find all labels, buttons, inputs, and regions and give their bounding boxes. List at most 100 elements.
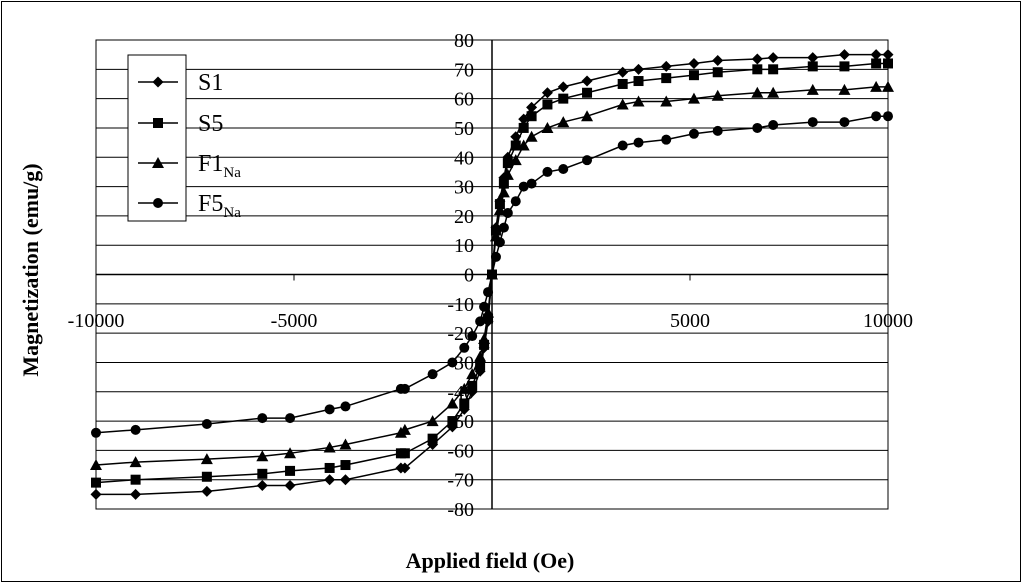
- data-point-F5Na: [324, 404, 335, 415]
- y-tick-label: -80: [447, 499, 474, 521]
- data-point-F5Na: [752, 122, 763, 133]
- y-tick-label: -60: [447, 440, 474, 462]
- data-point-F5Na: [510, 196, 521, 207]
- data-point-F1Na: [466, 368, 479, 380]
- data-point-F1Na: [256, 450, 269, 462]
- data-point-F1Na: [581, 110, 594, 122]
- data-point-F1Na: [525, 130, 538, 142]
- data-point-S5: [324, 462, 335, 473]
- data-point-F1Na: [200, 453, 213, 465]
- data-point-S1: [130, 488, 142, 500]
- data-point-S1: [201, 485, 213, 497]
- legend-marker: [153, 198, 163, 208]
- data-point-S5: [807, 61, 818, 72]
- data-point-S1: [751, 53, 763, 65]
- data-point-F5Na: [661, 134, 672, 145]
- data-point-S1: [633, 63, 645, 75]
- data-point-F1Na: [446, 397, 459, 409]
- data-point-F1Na: [339, 438, 352, 450]
- data-point-F1Na: [323, 441, 336, 453]
- data-point-S1: [870, 49, 882, 61]
- data-point-S1: [399, 462, 411, 474]
- y-tick-label: 60: [454, 89, 474, 111]
- data-point-F5Na: [542, 166, 553, 177]
- data-point-S5: [768, 64, 779, 75]
- data-point-S5: [257, 468, 268, 479]
- data-point-F5Na: [490, 251, 501, 262]
- data-point-F5Na: [399, 383, 410, 394]
- x-tick-label: -5000: [271, 310, 318, 332]
- series-F1Na: [90, 80, 894, 471]
- data-point-S5: [427, 433, 438, 444]
- data-point-F5Na: [494, 237, 505, 248]
- series-F5Na: [91, 111, 893, 438]
- data-point-F5Na: [467, 331, 478, 342]
- y-tick-label: -10: [447, 294, 474, 316]
- data-point-F5Na: [487, 269, 497, 280]
- data-point-S5: [130, 474, 141, 485]
- x-axis-title: Applied field (Oe): [406, 548, 575, 573]
- data-point-S5: [340, 460, 351, 471]
- data-point-F1Na: [509, 154, 522, 166]
- data-point-S1: [688, 57, 700, 69]
- data-series: [90, 49, 894, 500]
- data-point-F1Na: [497, 186, 510, 198]
- data-point-F1Na: [482, 306, 495, 318]
- data-point-F5Na: [479, 301, 490, 312]
- data-point-F1Na: [398, 423, 411, 435]
- data-point-F5Na: [839, 117, 850, 128]
- data-point-F1Na: [129, 456, 142, 468]
- data-point-F1Na: [541, 121, 554, 133]
- data-point-F1Na: [838, 83, 851, 95]
- y-tick-label: 10: [454, 235, 474, 257]
- legend-marker: [152, 157, 164, 168]
- y-tick-label: 50: [454, 118, 474, 140]
- data-point-S1: [90, 488, 102, 500]
- data-point-F5Na: [427, 369, 438, 380]
- data-point-F5Na: [871, 111, 882, 122]
- data-point-F5Na: [257, 413, 268, 424]
- legend-label: S5: [198, 111, 223, 137]
- x-tick-label: 10000: [863, 310, 913, 332]
- data-point-S5: [712, 67, 723, 78]
- y-tick-label: 40: [454, 147, 474, 169]
- data-point-F5Na: [558, 163, 569, 174]
- data-point-F1Na: [660, 95, 673, 107]
- data-point-F1Na: [711, 89, 724, 101]
- legend-label: S1: [198, 70, 223, 96]
- data-point-F1Na: [458, 382, 471, 394]
- data-point-S1: [526, 101, 538, 113]
- data-point-F5Na: [285, 413, 296, 424]
- data-point-S5: [510, 140, 521, 151]
- data-point-F5Na: [475, 316, 486, 327]
- data-point-F5Na: [712, 125, 723, 136]
- data-point-F5Na: [447, 357, 458, 368]
- data-point-S5: [483, 313, 494, 324]
- y-tick-label: -20: [447, 323, 474, 345]
- data-point-S5: [661, 73, 672, 84]
- data-point-F1Na: [687, 92, 700, 104]
- data-point-F5Na: [526, 178, 537, 189]
- data-point-S1: [324, 474, 336, 486]
- y-axis-title: Magnetization (emu/g): [18, 163, 43, 376]
- data-point-S5: [526, 111, 537, 122]
- data-point-S5: [558, 93, 569, 104]
- data-point-S5: [475, 360, 486, 371]
- legend-label-main: F5: [198, 191, 223, 217]
- x-tick-label: -10000: [68, 310, 125, 332]
- data-point-F1Na: [751, 86, 764, 98]
- data-point-F5Na: [582, 155, 593, 166]
- y-tick-label: 70: [454, 59, 474, 81]
- data-point-S1: [712, 55, 724, 67]
- legend-label-main: F1: [198, 151, 223, 177]
- data-point-S5: [447, 416, 458, 427]
- data-point-S1: [807, 52, 819, 64]
- y-tick-label: 30: [454, 177, 474, 199]
- x-tick-label: 5000: [670, 310, 710, 332]
- data-point-S1: [767, 52, 779, 64]
- data-point-S5: [518, 122, 529, 133]
- data-point-F5Na: [518, 181, 529, 192]
